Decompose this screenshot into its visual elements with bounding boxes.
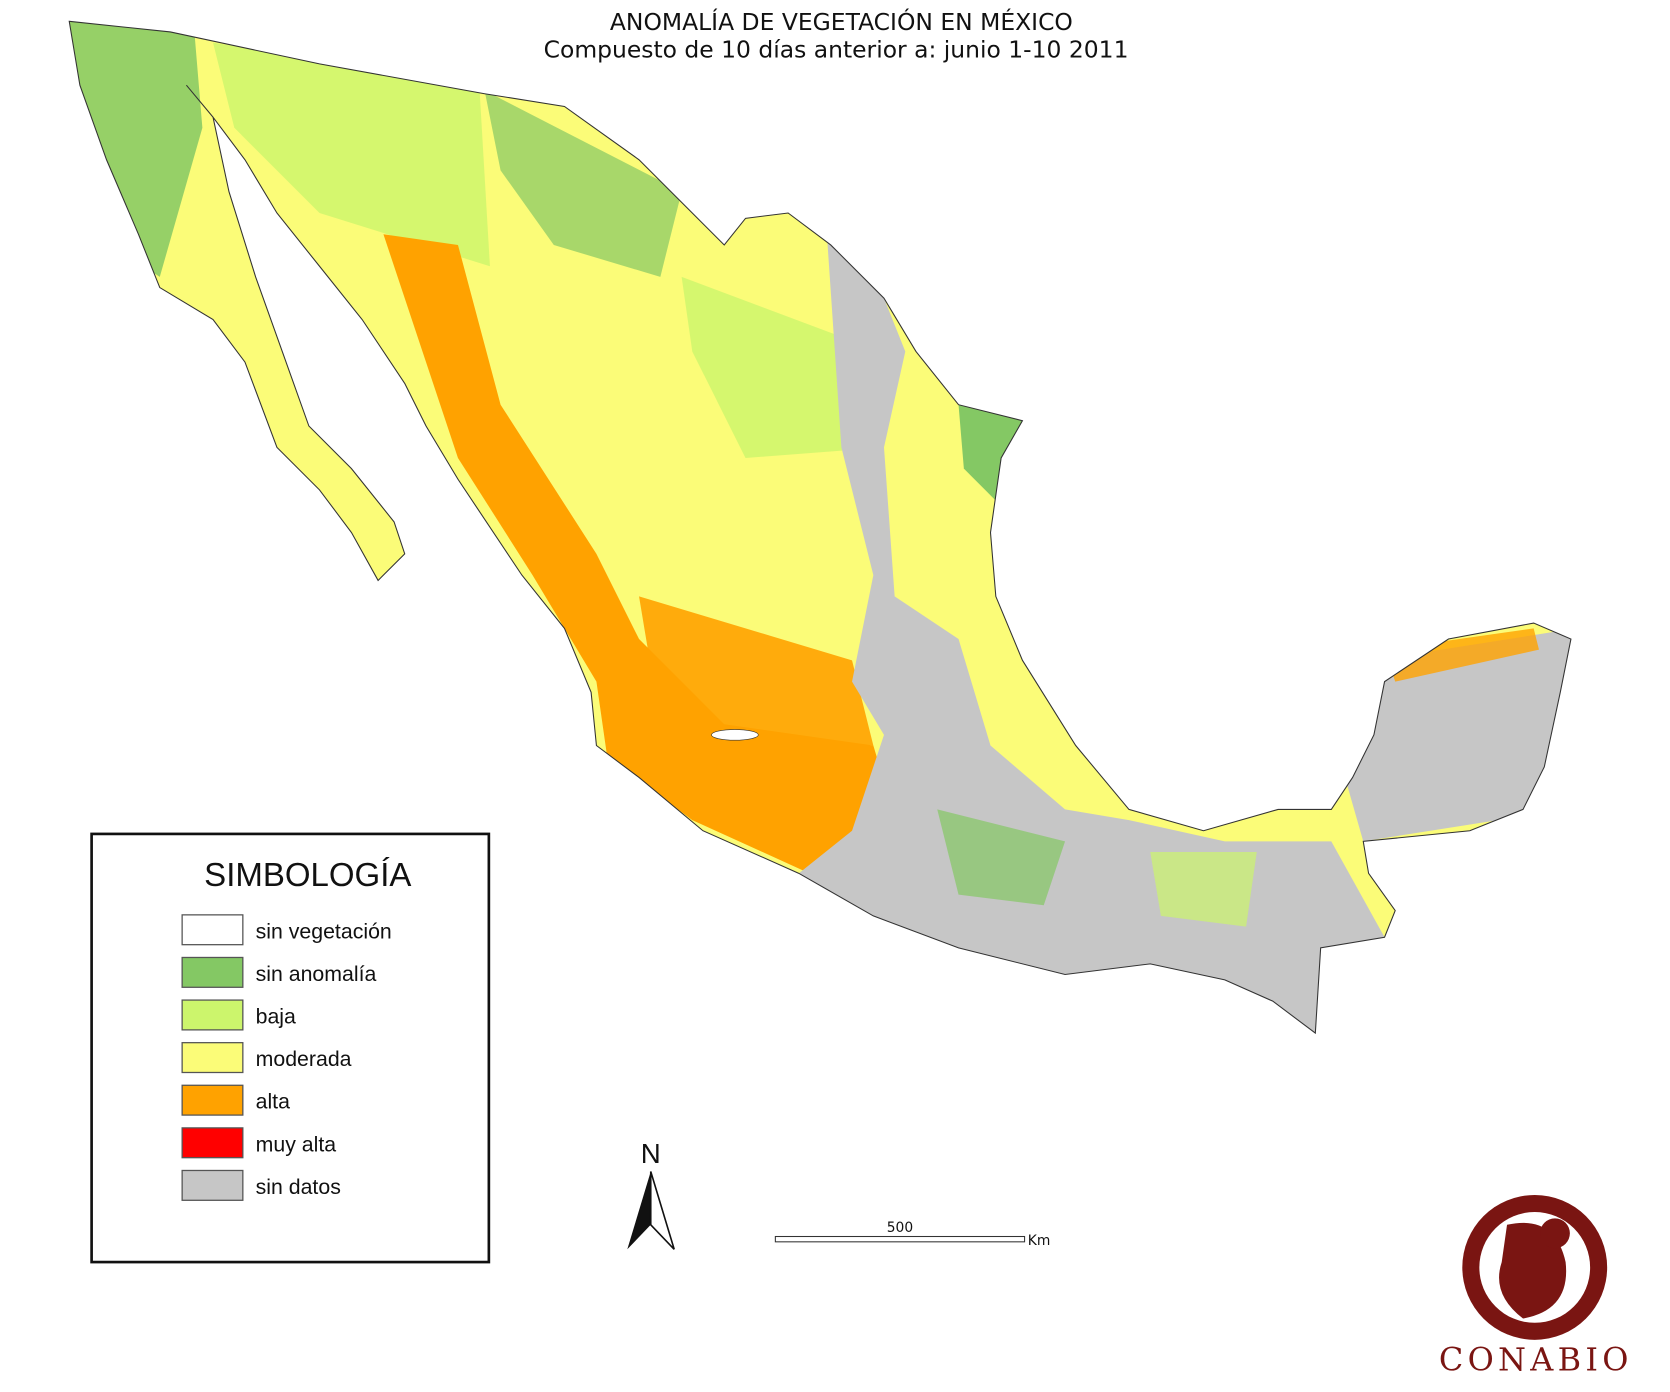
legend-swatch-1 [181, 956, 244, 988]
legend-swatch-5 [181, 1127, 244, 1159]
map-title: ANOMALÍA DE VEGETACIÓN EN MÉXICO [610, 8, 1073, 36]
legend-label-6: sin datos [256, 1175, 341, 1199]
north-arrow-icon [627, 1171, 651, 1250]
legend-swatch-3 [181, 1042, 244, 1074]
north-arrow: N [627, 1138, 675, 1250]
legend-label-2: baja [256, 1004, 296, 1028]
legend-label-1: sin anomalía [256, 962, 377, 986]
scale-bar: 500 Km [774, 1220, 1051, 1249]
legend-swatch-2 [181, 999, 244, 1031]
legend-swatch-4 [181, 1084, 244, 1116]
logo-text: CONABIO [1439, 1341, 1633, 1379]
map-subtitle: Compuesto de 10 días anterior a: junio 1… [544, 36, 1129, 64]
legend-label-4: alta [256, 1090, 290, 1114]
legend-label-0: sin vegetación [256, 919, 392, 943]
legend: SIMBOLOGÍA sin vegetación sin anomalía baj… [90, 832, 491, 1264]
legend-label-5: muy alta [256, 1132, 337, 1156]
conabio-logo: CONABIO [1439, 1194, 1633, 1379]
scale-value: 500 [887, 1220, 913, 1236]
legend-title: SIMBOLOGÍA [204, 856, 411, 893]
north-label: N [641, 1138, 661, 1169]
legend-label-3: moderada [256, 1047, 352, 1071]
legend-swatch-6 [181, 1169, 244, 1201]
legend-swatch-0 [181, 914, 244, 946]
lake-chapala [711, 729, 759, 741]
scale-unit: Km [1028, 1233, 1051, 1249]
